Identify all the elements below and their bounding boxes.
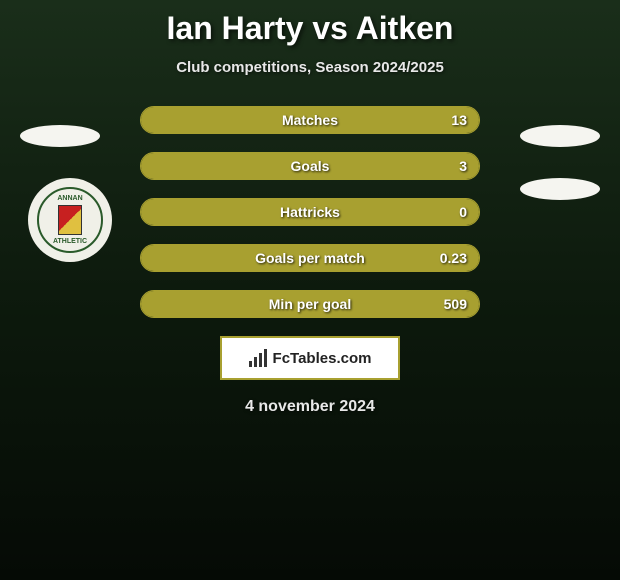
stat-value: 509 [444,296,467,312]
stat-value: 0 [459,204,467,220]
stats-container: Matches 13 Goals 3 Hattricks 0 Goals per… [140,106,480,318]
badge-text-bottom: ATHLETIC [53,238,87,245]
stat-label: Goals per match [255,250,365,266]
stat-label: Goals [291,158,330,174]
stat-label: Matches [282,112,338,128]
chart-icon [249,349,267,367]
subtitle: Club competitions, Season 2024/2025 [0,59,620,76]
stat-row-goals: Goals 3 [140,152,480,180]
placeholder-ellipse-right-top [520,125,600,147]
badge-shield-icon [58,205,82,235]
stat-label: Min per goal [269,296,351,312]
stat-label: Hattricks [280,204,340,220]
stat-row-goals-per-match: Goals per match 0.23 [140,244,480,272]
placeholder-ellipse-left [20,125,100,147]
club-badge-inner: ANNAN ATHLETIC [37,187,103,253]
stat-value: 3 [459,158,467,174]
badge-text-top: ANNAN [57,195,82,202]
brand-text: FcTables.com [273,350,372,367]
club-badge: ANNAN ATHLETIC [28,178,112,262]
date-text: 4 november 2024 [0,398,620,416]
stat-row-min-per-goal: Min per goal 509 [140,290,480,318]
brand-box[interactable]: FcTables.com [220,336,400,380]
stat-value: 0.23 [440,250,467,266]
stat-row-matches: Matches 13 [140,106,480,134]
stat-value: 13 [451,112,467,128]
page-title: Ian Harty vs Aitken [0,0,620,47]
placeholder-ellipse-right-mid [520,178,600,200]
stat-row-hattricks: Hattricks 0 [140,198,480,226]
